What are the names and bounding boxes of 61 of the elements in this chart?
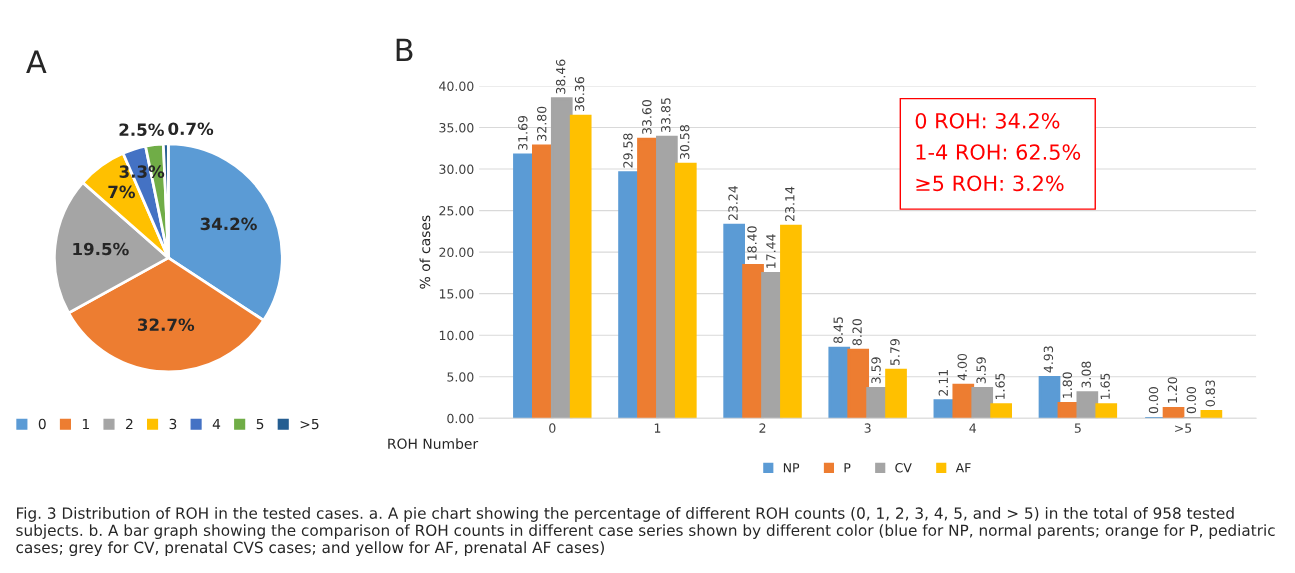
data-label: 32.80 (537, 106, 547, 141)
data-label: 2.11 (938, 369, 948, 396)
chart-title: B (396, 38, 413, 61)
data-label: 1.65 (1100, 373, 1110, 400)
data-label: 0.00 (1148, 387, 1159, 414)
data-label: 4.93 (1043, 346, 1054, 373)
data-label: 8.45 (833, 317, 843, 344)
legend-label: CV (895, 462, 912, 473)
x-tick-label: 4 (969, 423, 977, 433)
x-tick-label: 3 (864, 423, 871, 433)
y-tick-label: 15.00 (439, 289, 474, 299)
legend-label: AF (955, 463, 971, 473)
y-tick-label: 35.00 (439, 122, 474, 133)
data-label: 19.5% (73, 242, 129, 256)
data-label: 1.65 (995, 373, 1005, 400)
data-label: 0.7% (168, 122, 214, 136)
data-label: 3.59 (976, 357, 986, 384)
data-label: 7% (108, 185, 136, 199)
data-label: 1.80 (1062, 372, 1073, 398)
data-label: 3.59 (871, 357, 881, 384)
data-label: 1.20 (1167, 377, 1178, 403)
chart-title: A (26, 50, 47, 73)
data-label: 0.83 (1205, 380, 1215, 407)
x-tick-label: 0 (549, 423, 556, 433)
y-tick-label: 5.00 (447, 372, 474, 382)
data-label: 4.00 (957, 353, 967, 381)
data-label: 3.08 (1081, 361, 1091, 388)
data-label: 23.14 (785, 186, 795, 221)
x-tick-label: 1 (654, 423, 661, 433)
y-tick-label: 20.00 (439, 247, 474, 258)
y-axis-title: % of cases (419, 215, 431, 289)
x-tick-label: >5 (1175, 423, 1192, 433)
data-label: 2.5% (119, 123, 164, 137)
y-tick-label: 10.00 (439, 330, 474, 341)
x-tick-label: 2 (759, 423, 766, 433)
data-label: 5.79 (890, 339, 900, 366)
data-label: 33.60 (642, 100, 652, 134)
y-tick-label: 25.00 (439, 206, 474, 216)
data-label: 34.2% (200, 217, 257, 231)
data-label: 23.24 (728, 185, 738, 221)
data-label: 36.36 (574, 77, 585, 112)
data-label: 8.20 (852, 318, 862, 346)
x-axis-title: ROH Number (388, 438, 479, 449)
data-label: 29.58 (623, 133, 633, 168)
legend-label: NP (783, 463, 800, 473)
data-label: 32.7% (137, 318, 195, 332)
data-label: 30.58 (679, 125, 690, 160)
data-label: 33.85 (661, 98, 671, 132)
y-tick-label: 40.00 (439, 81, 474, 91)
data-label: 31.69 (518, 115, 528, 150)
data-label: 18.40 (747, 226, 757, 260)
x-tick-label: 5 (1074, 423, 1081, 433)
annotation: 0 ROH: 34.2% 1-4 ROH: 62.5% ≥5 ROH: 3.2% (915, 112, 1081, 192)
data-label: 38.46 (555, 59, 566, 94)
data-label: 0.00 (1186, 387, 1197, 414)
caption: Fig. 3 Distribution of ROH in the tested cases. a. A pie chart showing the percentage of different ROH counts (0, 1, 2, 3, 4, 5, and > 5) in the total of 958 tested subjects. b. A bar graph showing the comparison of ROH counts in different case series shown by different color (blue for NP, normal parents; orange for P, pediatric cases; grey for CV, prenatal CVS cases; and yellow for AF, prenatal AF cases) (16, 507, 1275, 557)
data-label: 17.44 (766, 234, 776, 268)
y-tick-label: 0.00 (447, 413, 474, 424)
data-label: 3.3% (119, 165, 165, 178)
legend-label: P (844, 463, 851, 473)
y-tick-label: 30.00 (439, 164, 474, 174)
